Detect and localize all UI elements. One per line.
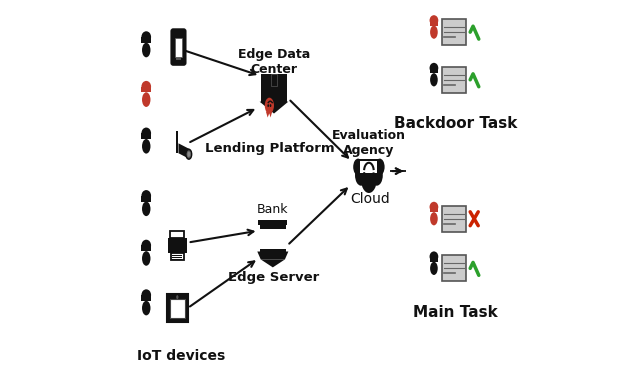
- Bar: [271, 74, 277, 86]
- Polygon shape: [260, 102, 289, 114]
- Bar: [271, 230, 274, 252]
- Ellipse shape: [353, 159, 363, 175]
- Bar: [141, 37, 151, 43]
- Ellipse shape: [141, 81, 151, 92]
- Bar: [175, 37, 182, 56]
- Ellipse shape: [141, 289, 151, 301]
- Text: Lending Platform: Lending Platform: [205, 142, 334, 155]
- Ellipse shape: [430, 73, 438, 86]
- Bar: [176, 131, 179, 153]
- Bar: [260, 249, 286, 253]
- Text: IoT devices: IoT devices: [137, 349, 225, 363]
- Text: Cloud: Cloud: [350, 192, 390, 206]
- Ellipse shape: [265, 98, 274, 114]
- Bar: [442, 206, 466, 232]
- Text: Edge Data
Center: Edge Data Center: [238, 48, 310, 76]
- Ellipse shape: [375, 159, 385, 175]
- Ellipse shape: [430, 26, 438, 39]
- Bar: [429, 257, 438, 262]
- Bar: [260, 230, 263, 252]
- Polygon shape: [260, 259, 285, 267]
- Text: Backdoor Task: Backdoor Task: [394, 116, 518, 131]
- Bar: [442, 256, 466, 281]
- Ellipse shape: [268, 104, 269, 107]
- Bar: [141, 295, 151, 301]
- Bar: [442, 19, 466, 45]
- Ellipse shape: [355, 165, 367, 186]
- Bar: [266, 230, 269, 252]
- Bar: [429, 68, 438, 73]
- Polygon shape: [266, 112, 270, 118]
- Ellipse shape: [371, 165, 383, 186]
- Text: Main Task: Main Task: [413, 305, 498, 319]
- Bar: [356, 161, 382, 181]
- Bar: [170, 299, 185, 318]
- Bar: [358, 159, 380, 169]
- Text: Evaluation
Agency: Evaluation Agency: [332, 129, 406, 157]
- Ellipse shape: [142, 43, 150, 57]
- Polygon shape: [257, 252, 289, 259]
- Text: Edge Server: Edge Server: [228, 271, 319, 284]
- Ellipse shape: [141, 190, 151, 201]
- Bar: [141, 86, 151, 92]
- Ellipse shape: [141, 31, 151, 43]
- Ellipse shape: [176, 295, 179, 299]
- Ellipse shape: [142, 139, 150, 154]
- Ellipse shape: [141, 128, 151, 139]
- Bar: [168, 238, 186, 253]
- Bar: [172, 255, 182, 256]
- Bar: [172, 259, 182, 260]
- Text: Bank: Bank: [257, 203, 289, 216]
- Bar: [172, 257, 182, 258]
- Ellipse shape: [430, 212, 438, 225]
- Polygon shape: [179, 143, 190, 159]
- Bar: [167, 294, 188, 322]
- Ellipse shape: [429, 63, 438, 73]
- Bar: [260, 225, 286, 229]
- Bar: [429, 20, 438, 26]
- Bar: [261, 74, 287, 102]
- Ellipse shape: [429, 202, 438, 212]
- Polygon shape: [269, 112, 272, 118]
- Ellipse shape: [186, 149, 192, 159]
- Ellipse shape: [142, 201, 150, 216]
- Bar: [282, 230, 285, 252]
- Ellipse shape: [361, 166, 377, 193]
- Bar: [141, 196, 151, 201]
- Bar: [176, 59, 180, 60]
- Ellipse shape: [429, 15, 438, 26]
- Ellipse shape: [429, 252, 438, 262]
- Bar: [141, 246, 151, 251]
- Bar: [442, 67, 466, 93]
- FancyBboxPatch shape: [172, 29, 186, 65]
- Bar: [360, 161, 378, 173]
- Ellipse shape: [142, 92, 150, 107]
- Bar: [259, 220, 287, 225]
- Bar: [171, 253, 184, 260]
- Bar: [170, 231, 184, 238]
- Bar: [429, 207, 438, 212]
- Ellipse shape: [269, 104, 271, 107]
- Bar: [141, 133, 151, 139]
- Ellipse shape: [430, 262, 438, 275]
- Ellipse shape: [142, 301, 150, 315]
- Ellipse shape: [141, 240, 151, 251]
- Ellipse shape: [142, 251, 150, 266]
- Bar: [277, 230, 280, 252]
- Ellipse shape: [187, 151, 191, 157]
